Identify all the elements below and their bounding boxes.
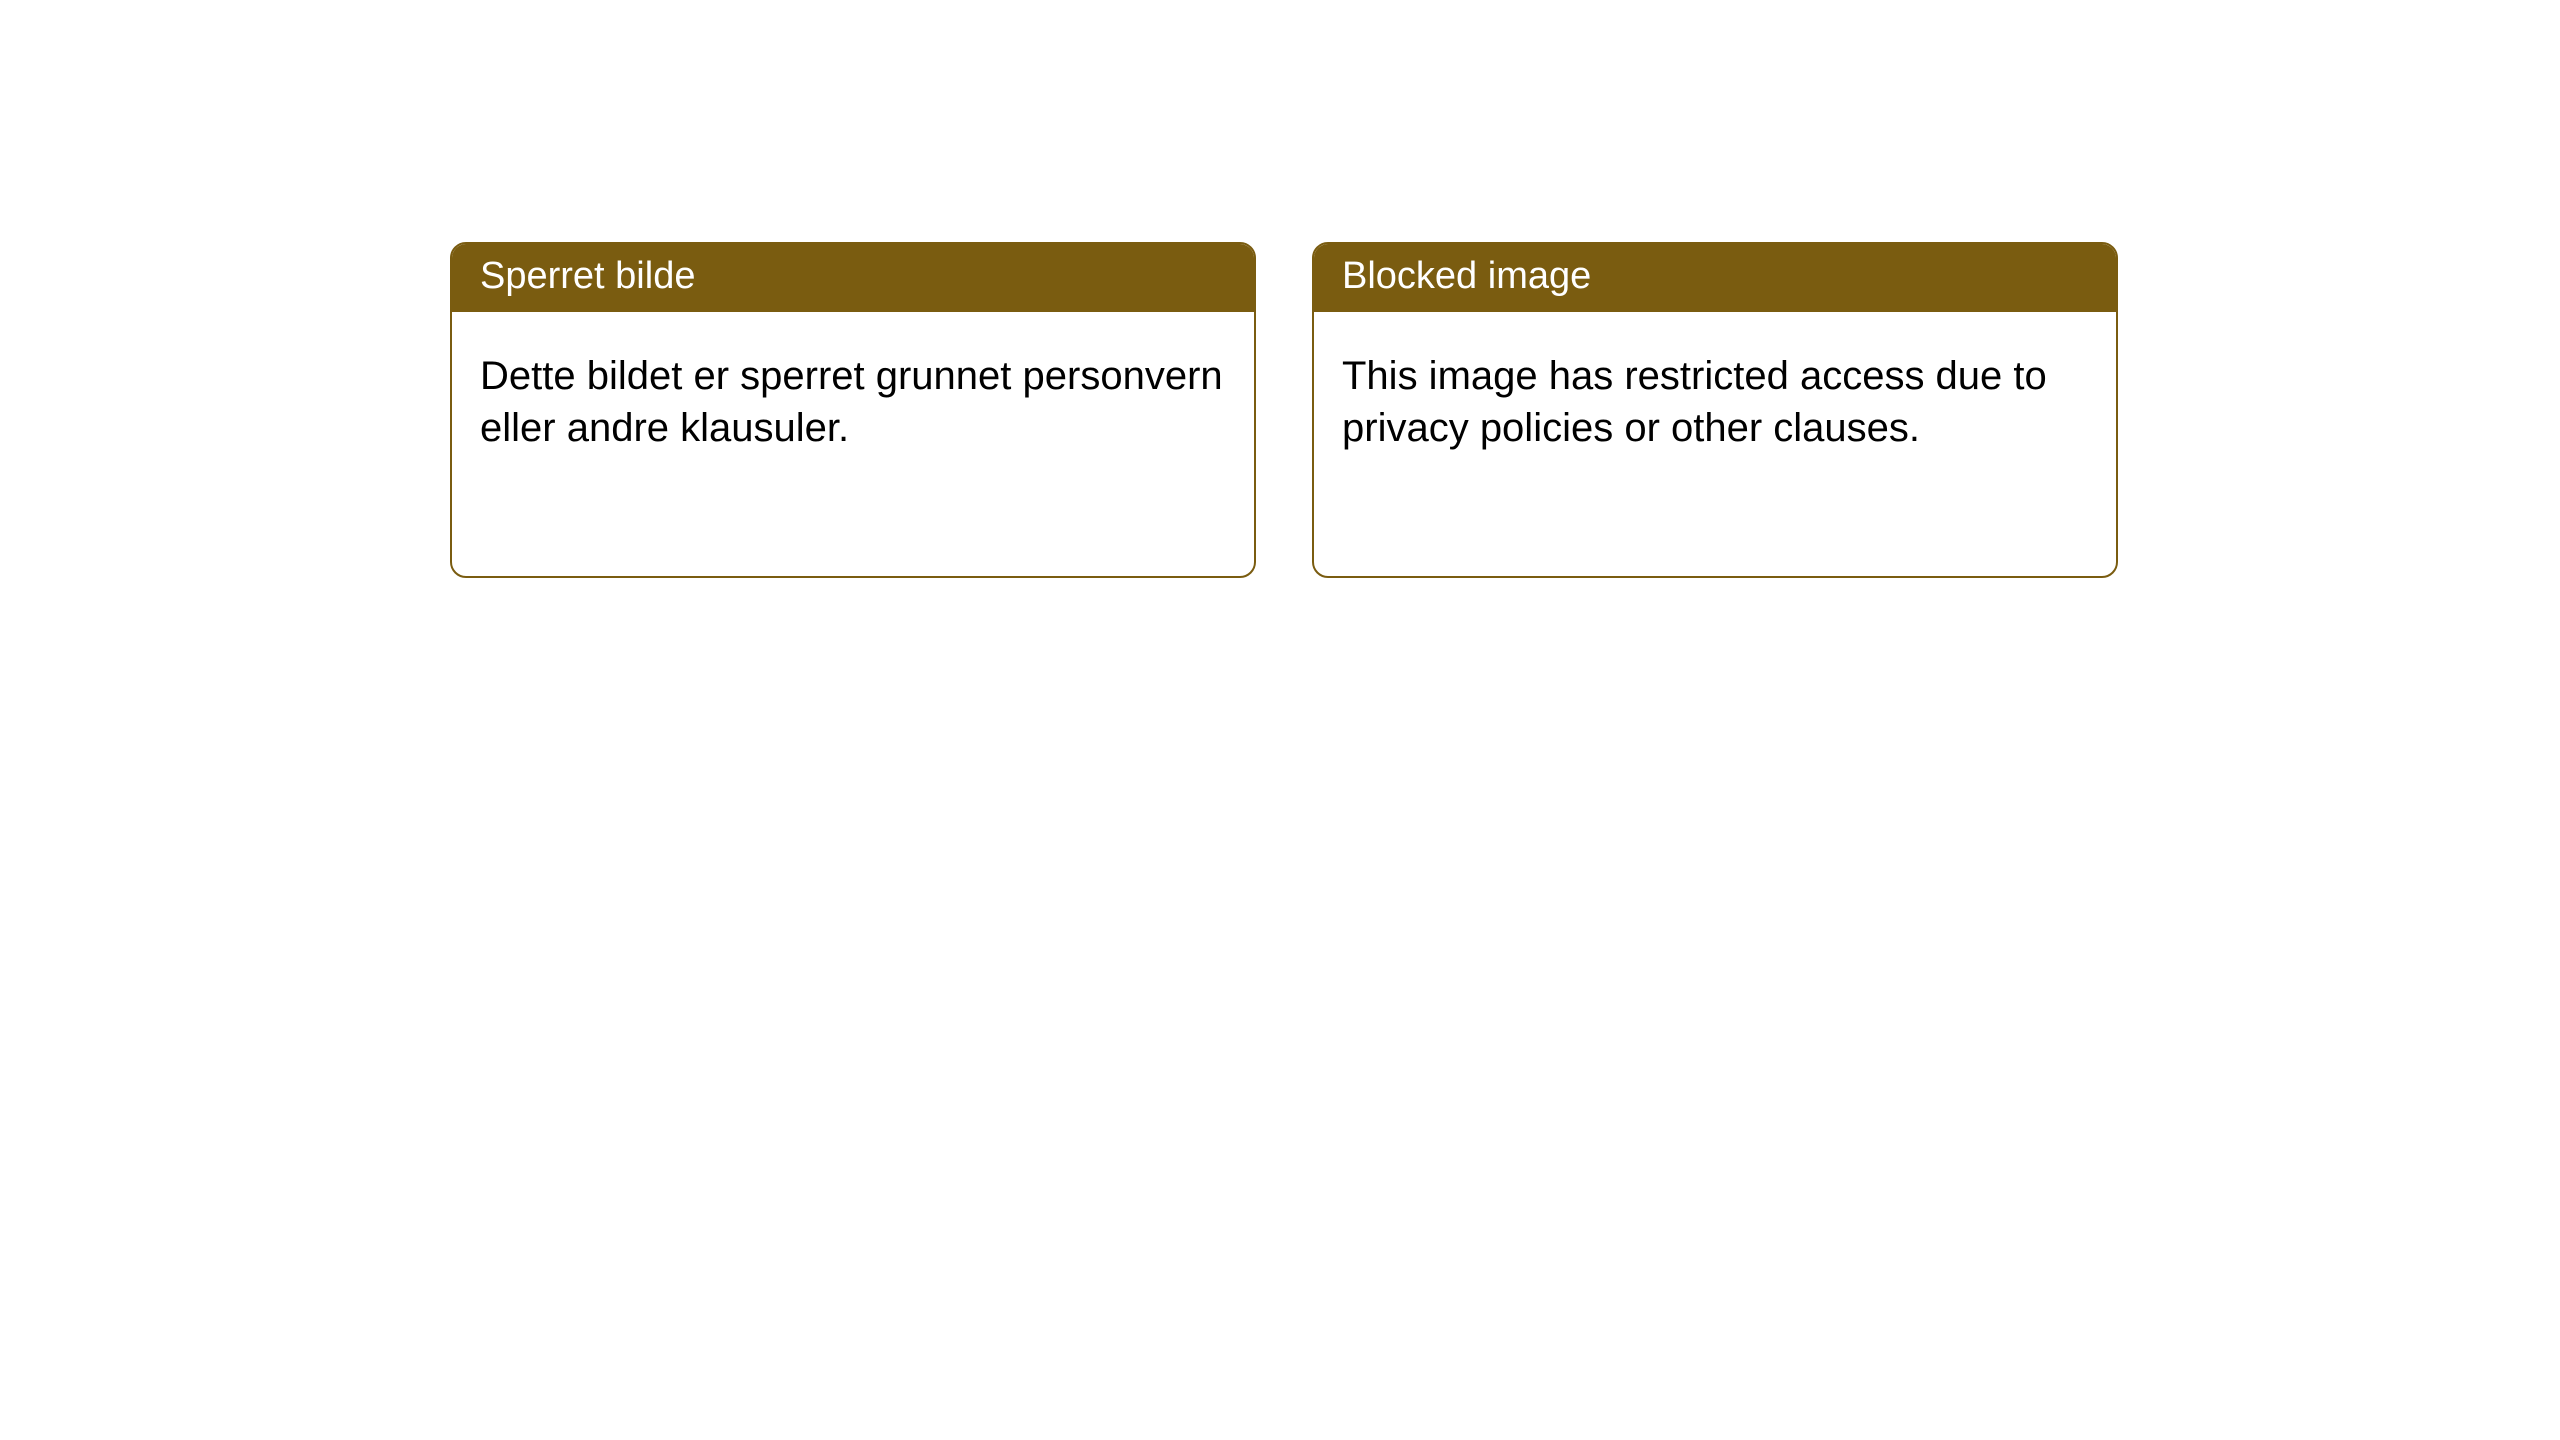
notice-body: Dette bildet er sperret grunnet personve… [452, 312, 1254, 492]
notice-title: Sperret bilde [452, 244, 1254, 312]
notice-card-norwegian: Sperret bilde Dette bildet er sperret gr… [450, 242, 1256, 578]
notice-container: Sperret bilde Dette bildet er sperret gr… [450, 242, 2118, 578]
notice-title: Blocked image [1314, 244, 2116, 312]
notice-body: This image has restricted access due to … [1314, 312, 2116, 492]
notice-card-english: Blocked image This image has restricted … [1312, 242, 2118, 578]
